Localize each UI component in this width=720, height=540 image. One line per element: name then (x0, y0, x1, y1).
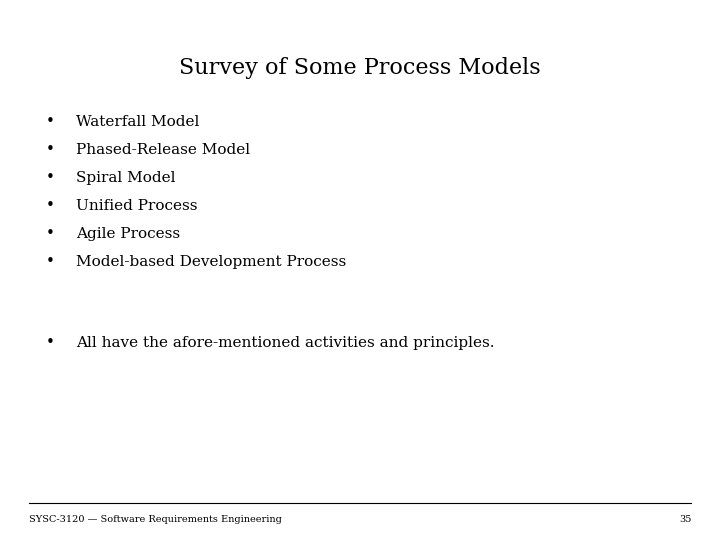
Text: Spiral Model: Spiral Model (76, 171, 175, 185)
Text: •: • (46, 142, 55, 157)
Text: •: • (46, 114, 55, 129)
Text: •: • (46, 254, 55, 269)
Text: Survey of Some Process Models: Survey of Some Process Models (179, 57, 541, 79)
Text: •: • (46, 170, 55, 185)
Text: Waterfall Model: Waterfall Model (76, 114, 199, 129)
Text: 35: 35 (679, 515, 691, 524)
Text: Unified Process: Unified Process (76, 199, 197, 213)
Text: Agile Process: Agile Process (76, 227, 180, 241)
Text: •: • (46, 198, 55, 213)
Text: Model-based Development Process: Model-based Development Process (76, 255, 346, 269)
Text: •: • (46, 226, 55, 241)
Text: All have the afore-mentioned activities and principles.: All have the afore-mentioned activities … (76, 336, 494, 350)
Text: Phased-Release Model: Phased-Release Model (76, 143, 250, 157)
Text: •: • (46, 335, 55, 350)
Text: SYSC-3120 — Software Requirements Engineering: SYSC-3120 — Software Requirements Engine… (29, 515, 282, 524)
